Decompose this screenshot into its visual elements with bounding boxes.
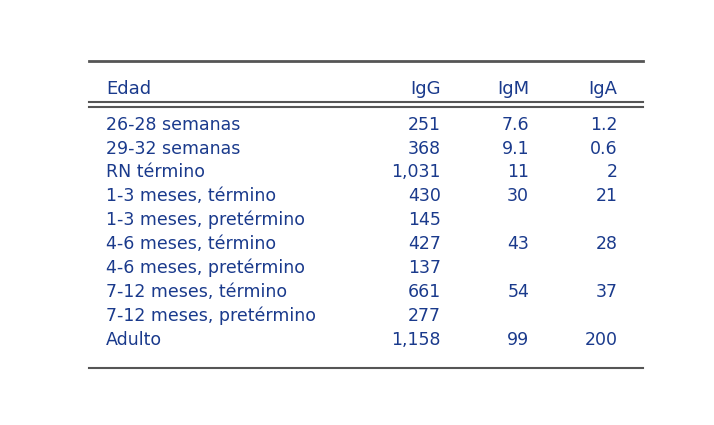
- Text: 4-6 meses, pretérmino: 4-6 meses, pretérmino: [106, 259, 305, 277]
- Text: 0.6: 0.6: [590, 139, 618, 158]
- Text: 1-3 meses, término: 1-3 meses, término: [106, 187, 276, 205]
- Text: 368: 368: [408, 139, 441, 158]
- Text: 1-3 meses, pretérmino: 1-3 meses, pretérmino: [106, 211, 305, 230]
- Text: IgM: IgM: [497, 79, 529, 98]
- Text: IgG: IgG: [410, 79, 441, 98]
- Text: 200: 200: [585, 331, 618, 348]
- Text: 251: 251: [408, 116, 441, 133]
- Text: 7.6: 7.6: [501, 116, 529, 133]
- Text: 11: 11: [507, 163, 529, 181]
- Text: 661: 661: [408, 283, 441, 301]
- Text: 1,158: 1,158: [391, 331, 441, 348]
- Text: 4-6 meses, término: 4-6 meses, término: [106, 235, 276, 253]
- Text: 28: 28: [595, 235, 618, 253]
- Text: 430: 430: [408, 187, 441, 205]
- Text: 29-32 semanas: 29-32 semanas: [106, 139, 240, 158]
- Text: RN término: RN término: [106, 163, 205, 181]
- Text: 2: 2: [607, 163, 618, 181]
- Text: 37: 37: [595, 283, 618, 301]
- Text: 21: 21: [595, 187, 618, 205]
- Text: 137: 137: [408, 259, 441, 277]
- Text: 7-12 meses, pretérmino: 7-12 meses, pretérmino: [106, 306, 316, 325]
- Text: Adulto: Adulto: [106, 331, 162, 348]
- Text: 43: 43: [507, 235, 529, 253]
- Text: 99: 99: [507, 331, 529, 348]
- Text: 30: 30: [507, 187, 529, 205]
- Text: IgA: IgA: [589, 79, 618, 98]
- Text: 9.1: 9.1: [501, 139, 529, 158]
- Text: 427: 427: [408, 235, 441, 253]
- Text: Edad: Edad: [106, 79, 151, 98]
- Text: 7-12 meses, término: 7-12 meses, término: [106, 283, 287, 301]
- Text: 1.2: 1.2: [590, 116, 618, 133]
- Text: 1,031: 1,031: [391, 163, 441, 181]
- Text: 54: 54: [507, 283, 529, 301]
- Text: 26-28 semanas: 26-28 semanas: [106, 116, 240, 133]
- Text: 145: 145: [408, 211, 441, 229]
- Text: 277: 277: [408, 307, 441, 325]
